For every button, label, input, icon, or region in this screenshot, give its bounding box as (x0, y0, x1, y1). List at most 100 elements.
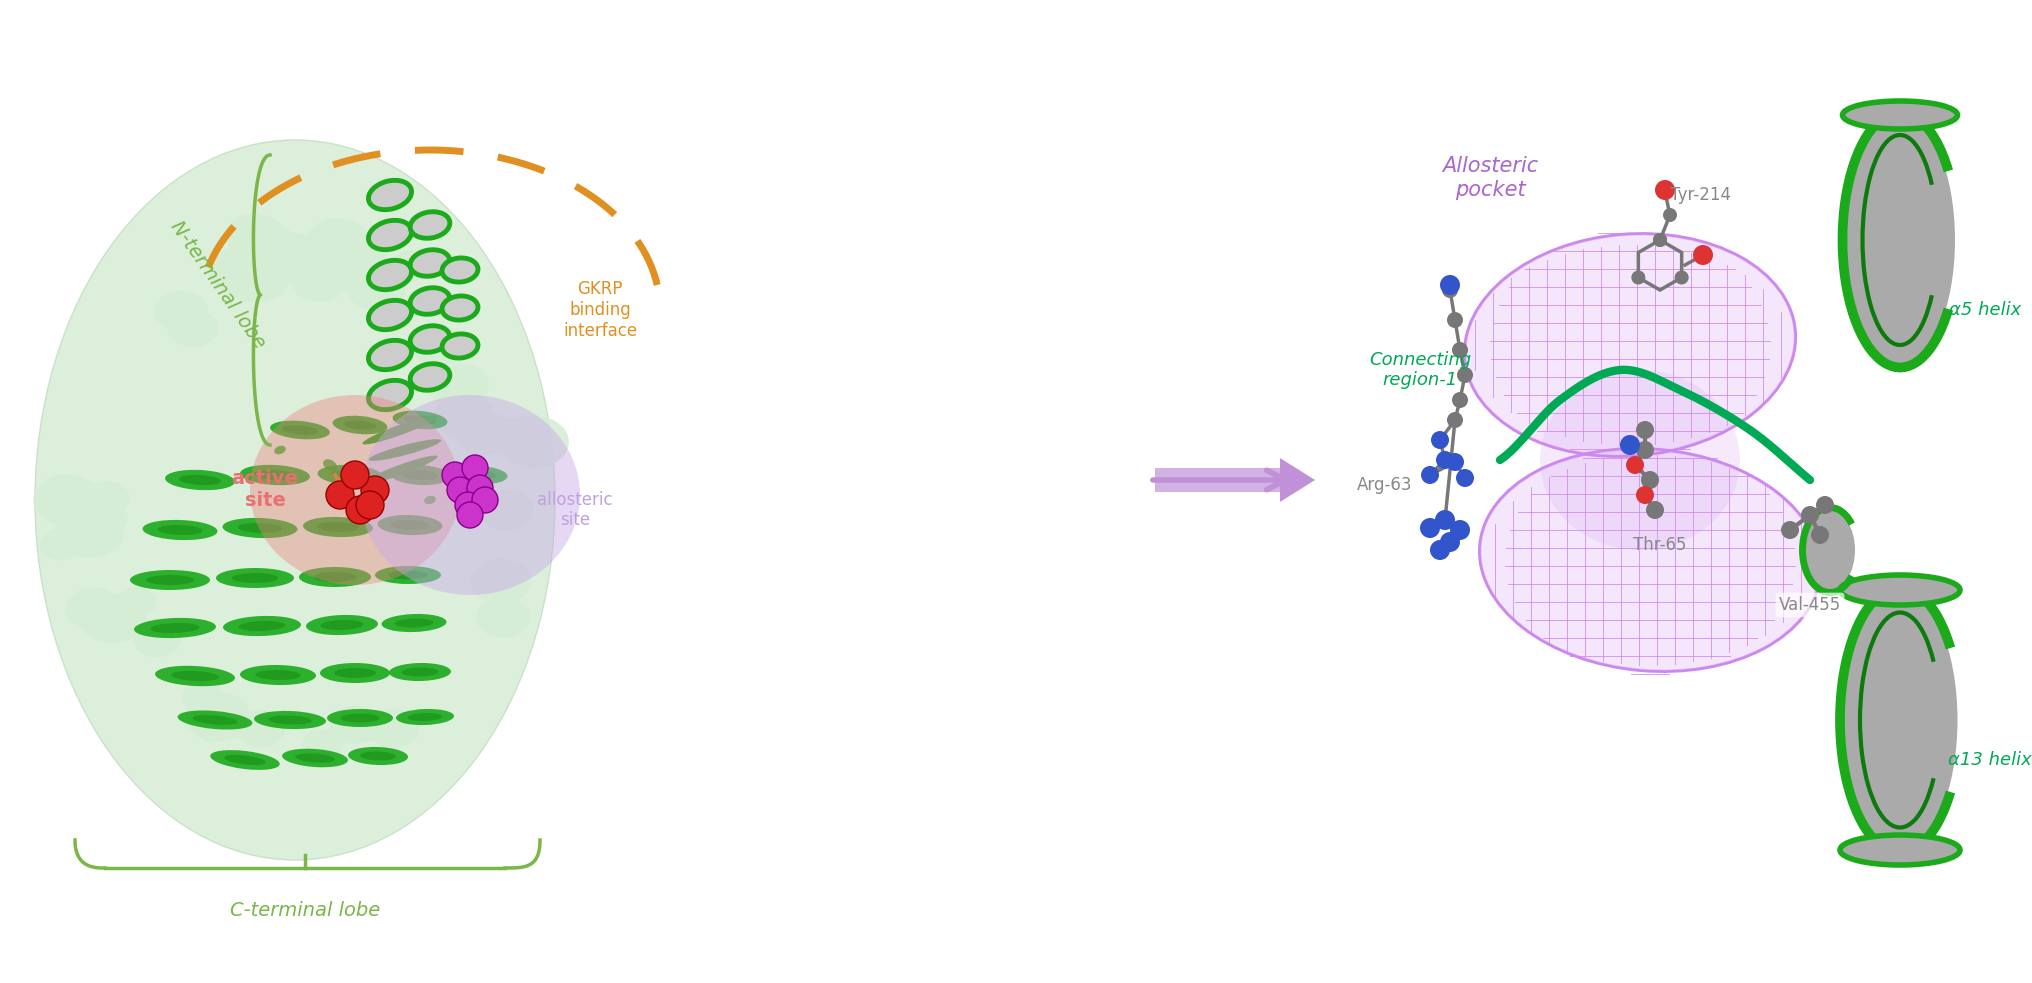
Circle shape (471, 487, 498, 513)
Ellipse shape (331, 253, 384, 294)
Circle shape (1443, 282, 1459, 298)
Ellipse shape (65, 588, 122, 630)
Circle shape (362, 476, 388, 504)
Ellipse shape (256, 670, 301, 680)
Circle shape (1626, 456, 1644, 474)
Ellipse shape (224, 518, 297, 538)
Text: α13 helix: α13 helix (1949, 751, 2032, 769)
Ellipse shape (1804, 510, 1855, 590)
Ellipse shape (480, 490, 532, 531)
Ellipse shape (382, 614, 447, 632)
Ellipse shape (282, 749, 347, 768)
Circle shape (1693, 245, 1713, 265)
Ellipse shape (224, 616, 301, 636)
Ellipse shape (226, 213, 282, 257)
Ellipse shape (1843, 590, 1957, 850)
Ellipse shape (116, 587, 156, 617)
Ellipse shape (343, 421, 376, 430)
Ellipse shape (368, 260, 412, 290)
Ellipse shape (35, 140, 555, 860)
Ellipse shape (1841, 835, 1961, 865)
Ellipse shape (388, 570, 429, 580)
Circle shape (1457, 367, 1473, 383)
Ellipse shape (134, 618, 215, 638)
Ellipse shape (410, 211, 449, 238)
Ellipse shape (443, 258, 478, 282)
Circle shape (447, 477, 473, 503)
Ellipse shape (219, 249, 291, 303)
Ellipse shape (388, 663, 451, 681)
Ellipse shape (475, 598, 530, 638)
Circle shape (345, 496, 374, 524)
Text: Arg-63: Arg-63 (1357, 476, 1412, 494)
Circle shape (1636, 486, 1654, 504)
Ellipse shape (1465, 235, 1794, 455)
Ellipse shape (167, 309, 217, 347)
Ellipse shape (41, 529, 81, 560)
Ellipse shape (270, 421, 329, 439)
Ellipse shape (150, 623, 199, 633)
Ellipse shape (77, 500, 128, 538)
Ellipse shape (154, 665, 236, 686)
Ellipse shape (368, 301, 412, 329)
Ellipse shape (274, 445, 287, 454)
Ellipse shape (1540, 370, 1739, 550)
Ellipse shape (158, 525, 203, 535)
Circle shape (1420, 466, 1439, 484)
Ellipse shape (362, 416, 437, 444)
Circle shape (341, 461, 370, 489)
Ellipse shape (183, 681, 226, 714)
Ellipse shape (303, 728, 343, 760)
Circle shape (1817, 496, 1835, 514)
Ellipse shape (500, 416, 569, 468)
Ellipse shape (254, 470, 297, 480)
Ellipse shape (410, 250, 449, 276)
Ellipse shape (368, 380, 412, 410)
Ellipse shape (392, 411, 447, 430)
Circle shape (1632, 270, 1646, 284)
Text: Connecting
region-1: Connecting region-1 (1370, 351, 1471, 389)
Ellipse shape (165, 470, 236, 491)
Ellipse shape (390, 465, 449, 485)
Ellipse shape (317, 465, 382, 486)
Ellipse shape (134, 621, 181, 657)
Ellipse shape (250, 395, 459, 585)
Text: Val-455: Val-455 (1778, 596, 1841, 614)
Ellipse shape (327, 709, 392, 727)
Ellipse shape (453, 466, 508, 484)
Ellipse shape (282, 426, 317, 434)
Ellipse shape (455, 412, 514, 455)
Circle shape (1620, 435, 1640, 455)
Ellipse shape (268, 716, 311, 724)
Ellipse shape (323, 459, 337, 471)
Ellipse shape (146, 575, 193, 585)
Ellipse shape (429, 366, 486, 408)
Circle shape (1447, 312, 1463, 328)
Ellipse shape (232, 573, 278, 583)
Ellipse shape (224, 755, 266, 765)
Circle shape (1433, 432, 1449, 448)
Ellipse shape (83, 481, 130, 516)
Circle shape (467, 475, 494, 501)
Ellipse shape (303, 517, 374, 537)
Circle shape (1652, 233, 1666, 247)
Ellipse shape (471, 558, 530, 604)
Circle shape (1662, 208, 1676, 222)
Ellipse shape (368, 439, 441, 461)
Text: GKRP
binding
interface: GKRP binding interface (563, 280, 638, 340)
Ellipse shape (347, 747, 408, 765)
Ellipse shape (313, 572, 356, 582)
Ellipse shape (307, 615, 378, 635)
Text: Tyr-214: Tyr-214 (1670, 186, 1731, 204)
Ellipse shape (378, 515, 443, 535)
Text: allosteric
site: allosteric site (536, 491, 614, 530)
Circle shape (1451, 520, 1469, 540)
Circle shape (1654, 180, 1674, 200)
Ellipse shape (402, 470, 439, 480)
Ellipse shape (368, 220, 412, 250)
Ellipse shape (207, 247, 272, 295)
Ellipse shape (33, 475, 102, 526)
Ellipse shape (331, 470, 370, 480)
Circle shape (1441, 275, 1461, 295)
Ellipse shape (362, 455, 437, 485)
